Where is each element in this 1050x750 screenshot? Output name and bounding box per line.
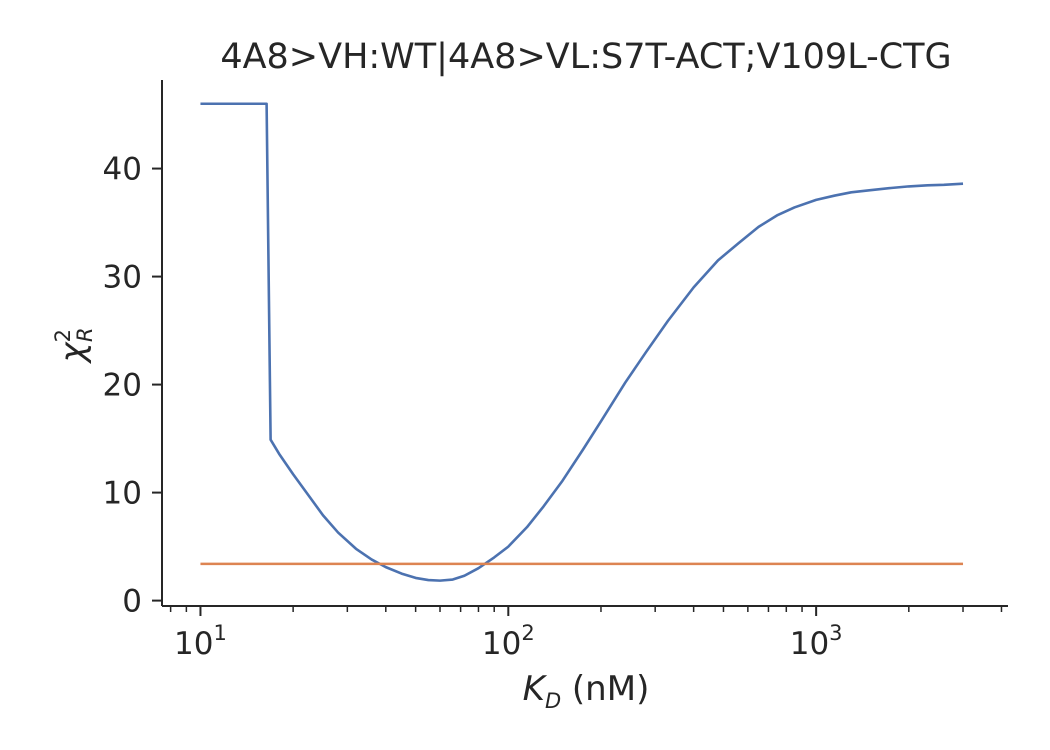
y-tick-label: 10 — [103, 476, 142, 512]
x-axis-label-subscript: D — [545, 689, 561, 713]
x-tick-label-exponent: 1 — [214, 621, 227, 645]
plot-area — [200, 102, 964, 582]
x-tick-label-base: 10 — [790, 626, 829, 662]
x-tick-label: 101 — [174, 621, 227, 662]
y-axis-label-subscript: R — [73, 327, 97, 342]
x-axis-label: KD (nM) — [523, 669, 650, 713]
y-axis-label-superscript: 2 — [51, 329, 75, 342]
x-tick-label-exponent: 3 — [829, 621, 842, 645]
x-tick-label-base: 10 — [482, 626, 521, 662]
chart-title: 4A8>VH:WT|4A8>VL:S7T-ACT;V109L-CTG — [220, 37, 951, 77]
series-line-1 — [200, 102, 964, 582]
y-axis: 0 10 20 30 40 — [103, 80, 163, 620]
x-axis: 101 102 103 — [162, 605, 1008, 662]
y-axis-label-symbol: χ — [53, 341, 93, 365]
x-axis-label-unit: (nM) — [561, 669, 649, 709]
y-tick-label: 20 — [103, 368, 142, 404]
y-tick-label: 30 — [103, 260, 142, 296]
x-tick-label-exponent: 2 — [521, 621, 534, 645]
series-layer — [200, 102, 964, 582]
y-tick-label: 0 — [122, 584, 142, 620]
x-axis-label-symbol: K — [523, 669, 548, 709]
y-axis-label: χ2R — [51, 327, 97, 364]
x-tick-label-base: 10 — [174, 626, 213, 662]
y-tick-label: 40 — [103, 152, 142, 188]
x-tick-label: 102 — [482, 621, 535, 662]
x-tick-label: 103 — [790, 621, 843, 662]
